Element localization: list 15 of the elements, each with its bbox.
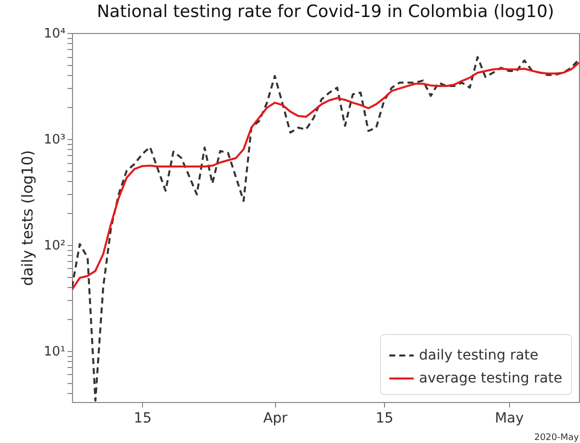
- legend-label: average testing rate: [419, 370, 562, 386]
- legend-label: daily testing rate: [419, 348, 538, 364]
- line-series: [72, 62, 579, 291]
- y-tick-label: 10⁴: [44, 26, 66, 42]
- line-series: [72, 56, 579, 402]
- x-tick-label: 15: [376, 410, 394, 426]
- y-axis-title: daily tests (log10): [18, 150, 37, 286]
- x-tick-label: Apr: [263, 410, 288, 426]
- text: 2020-May: [534, 433, 580, 443]
- x-tick-label: May: [494, 410, 524, 426]
- x-tick-label: 15: [134, 410, 152, 426]
- chart-title: National testing rate for Covid-19 in Colombia (log10): [96, 2, 554, 22]
- y-tick-label: 10¹: [44, 344, 66, 360]
- y-tick-label: 10³: [44, 132, 66, 148]
- y-tick-label: 10²: [44, 238, 66, 254]
